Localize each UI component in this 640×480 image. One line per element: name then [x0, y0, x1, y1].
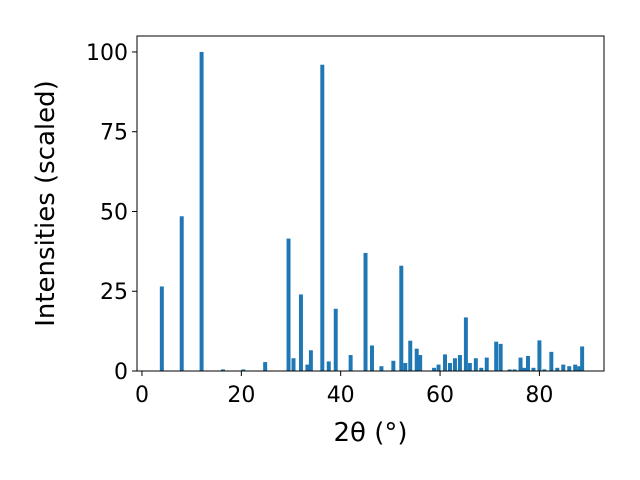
- y-tick-label: 25: [100, 280, 128, 305]
- bar: [363, 252, 368, 371]
- bar: [549, 351, 554, 371]
- plot-frame: [136, 35, 605, 372]
- bar: [370, 345, 374, 371]
- bar: [414, 348, 419, 371]
- bar: [457, 355, 462, 371]
- bar: [391, 360, 396, 371]
- bar: [241, 369, 246, 371]
- y-tick-label: 0: [114, 360, 128, 385]
- x-tick-label: 0: [135, 383, 149, 408]
- bar: [507, 369, 512, 371]
- y-tick-label: 50: [100, 200, 128, 225]
- bar: [467, 363, 472, 371]
- bar: [305, 364, 310, 371]
- bar: [298, 294, 303, 371]
- bar: [408, 340, 413, 371]
- bar: [577, 366, 582, 371]
- y-tick-label: 100: [86, 41, 128, 66]
- bar: [320, 64, 325, 372]
- bar: [555, 367, 560, 371]
- bar: [494, 341, 499, 371]
- bar: [418, 355, 423, 371]
- bar: [432, 367, 437, 371]
- bar: [399, 265, 404, 371]
- bar: [179, 216, 184, 371]
- bar: [220, 369, 225, 371]
- bar: [436, 364, 441, 371]
- bar: [308, 350, 313, 371]
- bar: [263, 362, 268, 371]
- bar: [286, 238, 291, 371]
- bar: [542, 369, 547, 371]
- x-tick-label: 80: [525, 383, 553, 408]
- bar: [348, 355, 353, 371]
- bar: [463, 317, 468, 371]
- bar: [326, 361, 331, 371]
- bar: [531, 367, 536, 371]
- y-axis-label: Intensities (scaled): [31, 80, 61, 327]
- bar: [403, 363, 408, 371]
- bar: [580, 346, 585, 371]
- x-tick-label: 60: [426, 383, 454, 408]
- bar: [573, 364, 578, 371]
- bar: [567, 366, 572, 371]
- bar: [291, 358, 296, 371]
- bar: [526, 356, 530, 371]
- bar: [473, 358, 478, 371]
- bar: [159, 286, 164, 371]
- y-axis-ticks: 0 25 50 75 100: [86, 41, 137, 385]
- bar: [379, 366, 384, 371]
- bar: [452, 358, 457, 371]
- x-axis-ticks: 0 20 40 60 80: [135, 371, 553, 408]
- bar: [498, 343, 503, 371]
- bar: [518, 357, 523, 371]
- x-tick-label: 20: [227, 383, 255, 408]
- bars-group: [159, 51, 585, 372]
- x-tick-label: 40: [327, 383, 355, 408]
- bar: [479, 367, 484, 371]
- bar: [443, 354, 447, 371]
- y-tick-label: 75: [100, 121, 128, 146]
- bar: [512, 369, 517, 371]
- bar: [448, 363, 452, 371]
- bar: [537, 340, 542, 371]
- x-axis-label: 2θ (°): [333, 418, 407, 448]
- bar: [199, 51, 204, 371]
- bar: [484, 357, 489, 371]
- bar: [333, 308, 338, 371]
- bar: [522, 367, 527, 371]
- bar: [561, 364, 566, 371]
